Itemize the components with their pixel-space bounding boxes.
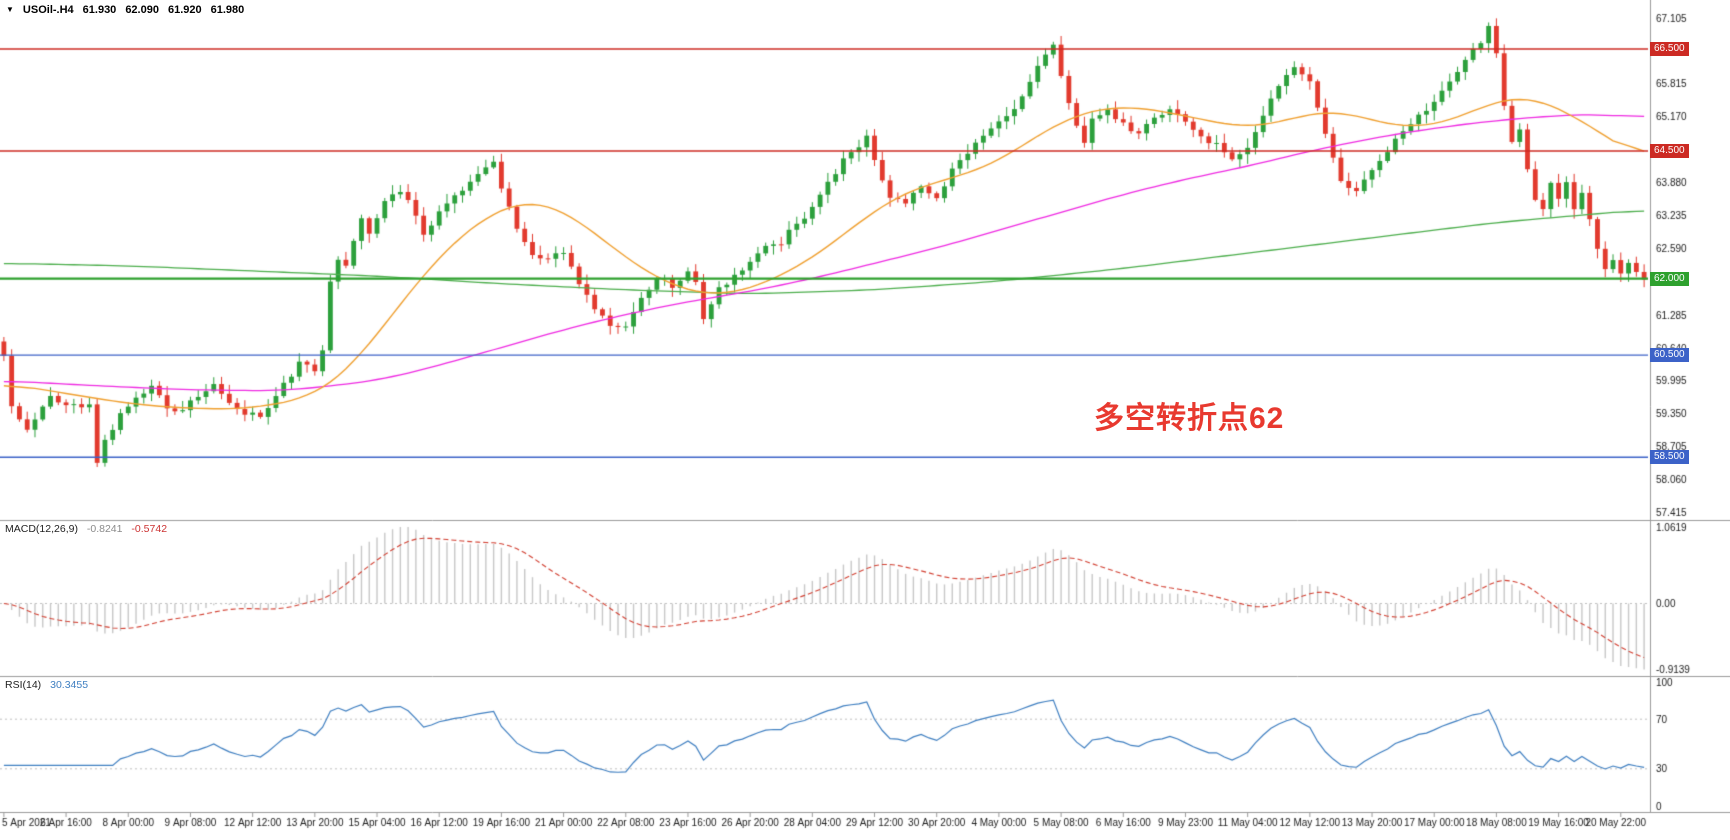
price-level-badge: 62.000 <box>1650 271 1689 286</box>
symbol-period: USOil-.H4 <box>22 4 74 16</box>
macd-panel-label: MACD(12,26,9) -0.8241 -0.5742 <box>5 523 167 535</box>
price-level-badge: 64.500 <box>1650 144 1689 159</box>
price-level-badge: 58.500 <box>1650 450 1689 465</box>
ohlc-close: 61.980 <box>210 4 245 16</box>
price-level-badge: 66.500 <box>1650 41 1689 56</box>
macd-name: MACD(12,26,9) <box>5 523 78 535</box>
ohlc-low: 61.920 <box>167 4 202 16</box>
price-level-badge: 60.500 <box>1650 348 1689 363</box>
macd-value-signal: -0.5742 <box>131 523 168 535</box>
rsi-value: 30.3455 <box>50 679 89 691</box>
ohlc-open: 61.930 <box>82 4 117 16</box>
ohlc-high: 62.090 <box>125 4 159 16</box>
symbol-info: ▼ USOil-.H4 61.930 62.090 61.920 61.980 <box>6 4 244 16</box>
rsi-panel-label: RSI(14) 30.3455 <box>5 679 88 691</box>
triangle-marker-icon[interactable]: ▼ <box>6 4 14 14</box>
annotation-text[interactable]: 多空转折点62 <box>1094 402 1285 435</box>
rsi-name: RSI(14) <box>5 679 42 691</box>
macd-value-main: -0.8241 <box>86 523 123 535</box>
